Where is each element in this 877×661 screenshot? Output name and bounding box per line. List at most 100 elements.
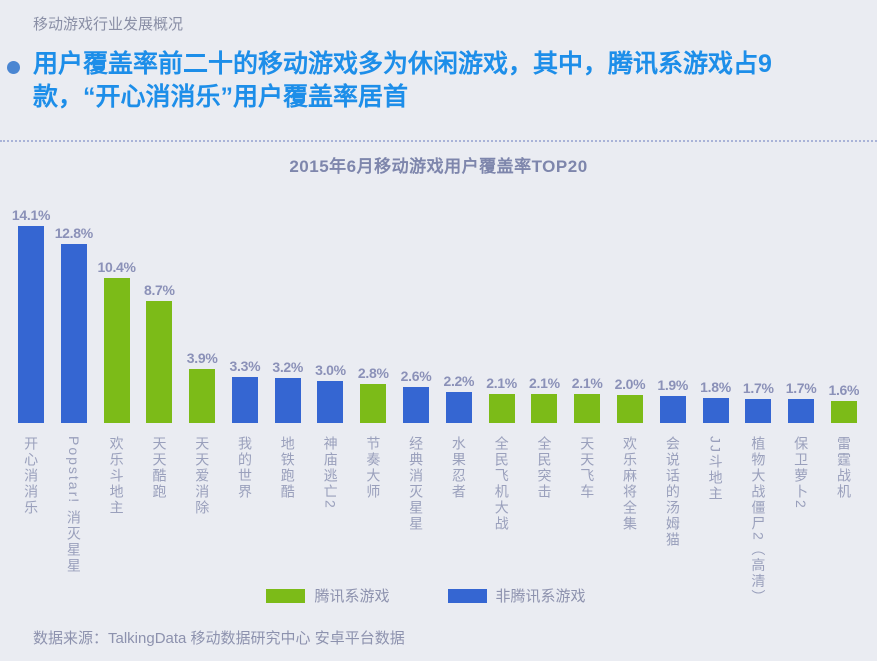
bar-slot: 2.6% <box>400 368 432 423</box>
category-label: 会说话的汤姆猫 <box>664 436 681 548</box>
legend-label-non-tencent: 非腾讯系游戏 <box>495 588 586 605</box>
bar-slot: 2.2% <box>443 373 475 423</box>
legend-item-tencent: 腾讯系游戏 <box>266 585 390 606</box>
bar <box>830 401 857 423</box>
bar-slot: 8.7% <box>143 282 175 423</box>
bar-value-label: 1.9% <box>657 377 689 393</box>
category-slot: Popstar! 消灭星星 <box>61 436 87 586</box>
bar <box>403 387 430 423</box>
category-label: 神庙逃亡2 <box>322 436 339 510</box>
bar-value-label: 3.0% <box>315 362 346 378</box>
category-slot: 植物大战僵尸2（高清） <box>745 436 771 606</box>
bar <box>488 394 515 423</box>
category-label: 欢乐麻将全集 <box>622 436 639 532</box>
bar <box>745 399 772 423</box>
bar <box>531 394 558 423</box>
category-label: 节奏大师 <box>365 436 382 500</box>
category-label: 全民飞机大战 <box>493 436 510 532</box>
category-slot: 全民飞机大战 <box>489 436 515 586</box>
category-slot: 我的世界 <box>232 436 258 586</box>
bar-slot: 2.1% <box>486 375 517 423</box>
bar <box>702 398 729 423</box>
bar <box>360 384 387 423</box>
bar <box>788 399 815 423</box>
category-label: 经典消灭星星 <box>408 436 425 532</box>
category-label: 雷霆战机 <box>835 436 852 500</box>
bar-slot: 1.7% <box>742 380 774 423</box>
bar <box>445 392 472 423</box>
bar-slot: 14.1% <box>12 207 50 423</box>
category-label: 保卫萝卜2 <box>793 436 810 510</box>
bar <box>189 369 216 423</box>
bar-slot: 12.8% <box>55 225 93 423</box>
bar-value-label: 2.6% <box>400 368 432 384</box>
bar-slot: 3.9% <box>186 350 218 423</box>
bar-value-label: 3.9% <box>186 350 218 366</box>
legend-swatch-non-tencent <box>447 588 487 603</box>
category-slot: 欢乐麻将全集 <box>617 436 643 586</box>
headline-line1: 用户覆盖率前二十的移动游戏多为休闲游戏，其中，腾讯系游戏占9 <box>33 50 772 78</box>
category-slot: 地铁跑酷 <box>275 436 301 586</box>
bar <box>659 396 686 423</box>
bar-value-label: 1.8% <box>700 379 731 395</box>
category-slot: 天天酷跑 <box>146 436 172 586</box>
category-slot: 水果忍者 <box>446 436 472 586</box>
bar-value-label: 2.0% <box>614 376 646 392</box>
category-slot: 经典消灭星星 <box>403 436 429 586</box>
bar-slot: 1.9% <box>657 377 689 423</box>
category-label: 水果忍者 <box>450 436 467 500</box>
legend-label-tencent: 腾讯系游戏 <box>314 588 390 605</box>
category-slot: 会说话的汤姆猫 <box>660 436 686 586</box>
bar <box>274 378 301 423</box>
bar <box>231 377 258 423</box>
category-label: 我的世界 <box>237 436 253 500</box>
bar-slot: 3.0% <box>315 362 346 423</box>
chart-title: 2015年6月移动游戏用户覆盖率TOP20 <box>289 157 588 176</box>
category-label: 天天酷跑 <box>151 436 168 500</box>
data-source-note: 数据来源：TalkingData 移动数据研究中心 安卓平台数据 <box>33 630 405 647</box>
legend-item-non-tencent: 非腾讯系游戏 <box>447 585 586 606</box>
headline: 用户覆盖率前二十的移动游戏多为休闲游戏，其中，腾讯系游戏占9 款，“开心消消乐”… <box>33 48 843 114</box>
category-label: 全民突击 <box>536 436 553 500</box>
category-label: 地铁跑酷 <box>279 436 296 500</box>
bar-value-label: 2.8% <box>357 365 389 381</box>
bar <box>60 244 87 423</box>
legend-swatch-tencent <box>266 588 306 603</box>
bar-value-label: 3.2% <box>272 359 304 375</box>
bar <box>616 395 643 423</box>
category-slot: 欢乐斗地主 <box>104 436 130 586</box>
bar-value-label: 3.3% <box>229 358 261 374</box>
bullet-dot-icon <box>7 61 20 74</box>
bar-value-label: 1.6% <box>828 382 860 398</box>
bar <box>317 381 344 423</box>
bar-value-label: 12.8% <box>54 225 94 241</box>
bar <box>103 278 130 423</box>
bar-value-label: 14.1% <box>11 207 51 223</box>
category-slot: 开心消消乐 <box>18 436 44 586</box>
category-label: Popstar! 消灭星星 <box>65 436 82 575</box>
category-label: 欢乐斗地主 <box>108 436 125 516</box>
bar-value-label: 2.2% <box>443 373 475 389</box>
bar-value-label: 2.1% <box>571 375 603 391</box>
bars-row: 14.1% 12.8% 10.4% 8.7% 3.9% 3.3% 3.2% 3.0% 2.8% 2… <box>12 183 860 423</box>
category-label: 开心消消乐 <box>23 436 40 516</box>
bar-value-label: 2.1% <box>486 375 517 391</box>
bar-slot: 1.7% <box>786 380 817 423</box>
section-label: 移动游戏行业发展概况 <box>33 16 184 33</box>
category-slot: 保卫萝卜2 <box>788 436 814 586</box>
category-label: 天天爱消除 <box>194 436 211 516</box>
headline-line2: 款，“开心消消乐”用户覆盖率居首 <box>33 83 409 111</box>
category-slot: 节奏大师 <box>360 436 386 586</box>
category-slot: JJ斗地主 <box>703 436 729 586</box>
bar-value-label: 10.4% <box>97 259 136 275</box>
bar-slot: 2.1% <box>571 375 603 423</box>
bar-value-label: 1.7% <box>742 380 774 396</box>
bar-value-label: 8.7% <box>143 282 175 298</box>
bar-value-label: 2.1% <box>529 375 560 391</box>
category-slot: 天天飞车 <box>574 436 600 586</box>
bar-slot: 1.8% <box>700 379 731 423</box>
category-label: 天天飞车 <box>579 436 596 500</box>
bar-slot: 2.8% <box>357 365 389 423</box>
bar-slot: 1.6% <box>828 382 860 423</box>
